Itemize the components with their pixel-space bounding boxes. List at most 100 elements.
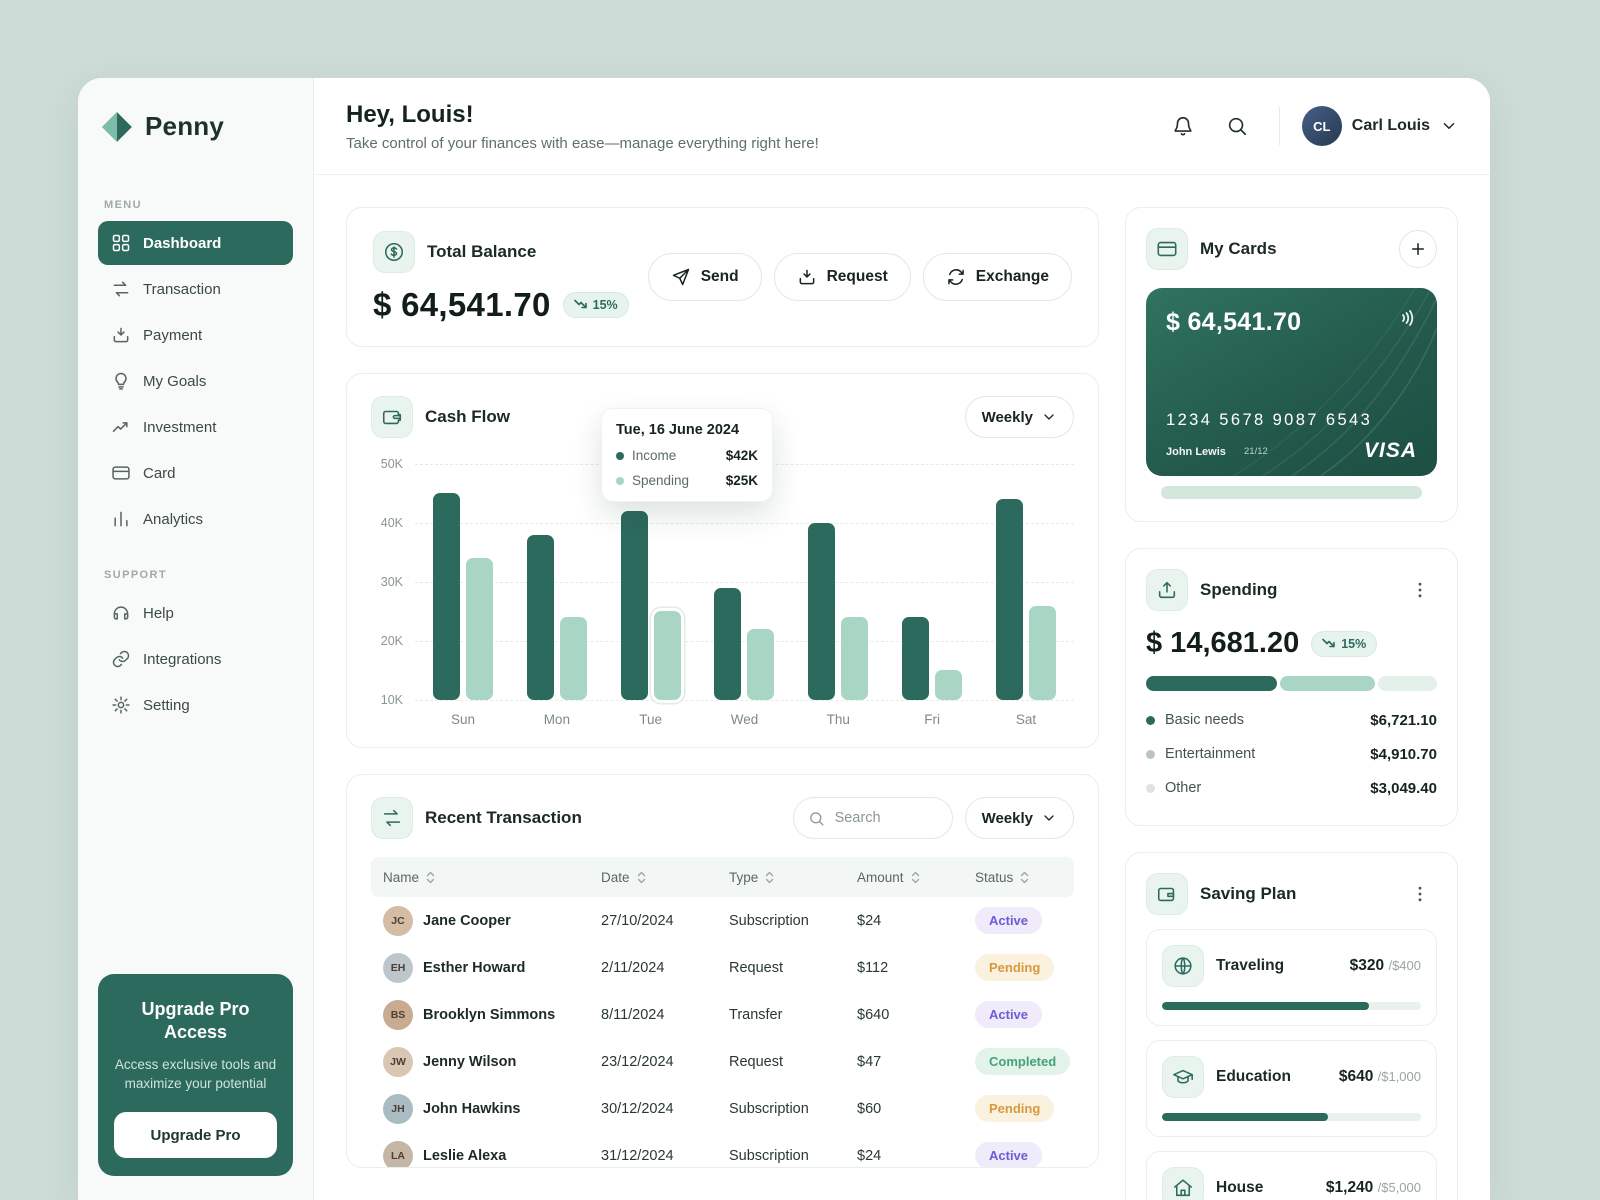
globe-icon	[1162, 945, 1204, 987]
bar-income-sat[interactable]	[995, 499, 1023, 700]
chart-tooltip: Tue, 16 June 2024 Income $42K Spending $…	[601, 408, 773, 502]
saving-plan-menu-button[interactable]	[1403, 877, 1437, 911]
bar-income-tue[interactable]	[620, 511, 648, 700]
app-title: Penny	[145, 111, 225, 141]
transaction-search[interactable]	[792, 797, 953, 839]
table-row[interactable]: JC Jane Cooper 27/10/2024 Subscription $2…	[371, 897, 1074, 944]
add-card-button[interactable]	[1399, 230, 1437, 268]
saving-plan-icon	[1146, 873, 1188, 915]
saving-item-education[interactable]: Education $640 /$1,000	[1146, 1040, 1437, 1137]
bar-income-fri[interactable]	[902, 617, 930, 700]
spending-bar-segment	[1146, 676, 1277, 691]
send-icon	[672, 268, 689, 286]
column-header-date[interactable]: Date	[601, 870, 729, 885]
column-header-type[interactable]: Type	[729, 870, 857, 885]
x-axis-label: Thu	[826, 712, 850, 727]
sidebar-item-payment[interactable]: Payment	[98, 313, 293, 357]
avatar: BS	[383, 999, 413, 1030]
bell-icon	[1174, 117, 1192, 136]
help-icon	[113, 606, 129, 620]
bar-income-sun[interactable]	[433, 493, 460, 700]
notifications-button[interactable]	[1163, 106, 1203, 146]
search-input[interactable]	[832, 809, 938, 827]
send-button[interactable]: Send	[647, 253, 762, 301]
spending-menu-button[interactable]	[1403, 573, 1437, 607]
upgrade-pro-button[interactable]: Upgrade Pro	[114, 1112, 277, 1158]
request-button[interactable]: Request	[773, 253, 911, 301]
bar-groups	[415, 464, 1074, 700]
x-axis-label: Sat	[1015, 712, 1037, 727]
table-row[interactable]: JH John Hawkins 30/12/2024 Subscription $…	[371, 1085, 1074, 1132]
contactless-icon	[1402, 310, 1414, 326]
legend-dot	[1146, 715, 1155, 725]
sidebar-item-dashboard[interactable]: Dashboard	[98, 221, 293, 265]
bar-group-thu[interactable]	[808, 464, 869, 700]
search-button[interactable]	[1217, 106, 1257, 146]
recent-transactions-card: Recent Transaction Weekly Name	[346, 774, 1099, 1168]
table-row[interactable]: BS Brooklyn Simmons 8/11/2024 Transfer $6…	[371, 991, 1074, 1038]
y-axis-tick: 20K	[380, 634, 403, 648]
trend-down-icon	[1322, 638, 1336, 648]
bar-spending-sat[interactable]	[1028, 606, 1056, 700]
column-header-name[interactable]: Name	[383, 870, 601, 885]
column-header-status[interactable]: Status	[975, 870, 1062, 885]
upgrade-description: Access exclusive tools and maximize your…	[114, 1056, 277, 1092]
bar-spending-thu[interactable]	[841, 617, 869, 700]
bar-group-wed[interactable]	[714, 464, 775, 700]
sidebar-item-my-goals[interactable]: My Goals	[98, 359, 293, 403]
card-expiry: 21/12	[1244, 446, 1268, 457]
bar-group-sun[interactable]	[433, 464, 493, 700]
transactions-period-dropdown[interactable]: Weekly	[964, 797, 1074, 839]
sidebar-item-investment[interactable]: Investment	[98, 405, 293, 449]
exchange-button[interactable]: Exchange	[922, 253, 1072, 301]
cash-flow-icon	[371, 396, 413, 438]
dashboard-body: Total Balance $ 64,541.70 15%	[314, 175, 1490, 1200]
avatar: LA	[383, 1140, 413, 1167]
credit-card[interactable]: $ 64,541.70 1234 5678 9087 6543 John Lew…	[1146, 288, 1437, 476]
sidebar-item-setting[interactable]: Setting	[98, 683, 293, 727]
sort-icon	[426, 871, 435, 883]
sidebar-item-card[interactable]: Card	[98, 451, 293, 495]
sidebar-item-label: Dashboard	[143, 234, 222, 252]
table-row[interactable]: JW Jenny Wilson 23/12/2024 Request $47 Co…	[371, 1038, 1074, 1085]
progress-track	[1162, 1113, 1421, 1121]
bar-spending-mon[interactable]	[559, 617, 587, 700]
menu-section-label: MENU	[104, 199, 142, 211]
bar-group-fri[interactable]	[902, 464, 963, 700]
bar-group-mon[interactable]	[526, 464, 587, 700]
sidebar-item-help[interactable]: Help	[98, 591, 293, 635]
balance-change-badge: 15%	[562, 291, 629, 318]
cash-flow-period-dropdown[interactable]: Weekly	[964, 396, 1074, 438]
table-row[interactable]: LA Leslie Alexa 31/12/2024 Subscription $…	[371, 1132, 1074, 1167]
legend-item: Entertainment $4,910.70	[1146, 737, 1437, 771]
card-icon	[112, 466, 130, 480]
avatar: JH	[383, 1093, 413, 1124]
sidebar-item-integrations[interactable]: Integrations	[98, 637, 293, 681]
x-axis-label: Mon	[543, 712, 570, 727]
table-row[interactable]: EH Esther Howard 2/11/2024 Request $112 P…	[371, 944, 1074, 991]
bar-group-sat[interactable]	[995, 464, 1056, 700]
bar-group-tue[interactable]	[620, 464, 681, 700]
transactions-icon	[371, 797, 413, 839]
sidebar-item-analytics[interactable]: Analytics	[98, 497, 293, 541]
stacked-card-edge[interactable]	[1160, 486, 1423, 499]
bar-spending-fri[interactable]	[935, 670, 963, 700]
bar-spending-tue[interactable]	[653, 611, 681, 700]
settings-gear-icon	[112, 696, 130, 714]
bar-spending-sun[interactable]	[466, 558, 493, 700]
saving-item-traveling[interactable]: Traveling $320 /$400	[1146, 929, 1437, 1026]
integrations-icon	[112, 650, 130, 668]
status-badge: Active	[975, 1142, 1043, 1167]
bar-spending-wed[interactable]	[747, 629, 775, 700]
bar-income-wed[interactable]	[714, 588, 742, 700]
bar-income-mon[interactable]	[526, 535, 554, 700]
column-header-amount[interactable]: Amount	[857, 870, 975, 885]
saving-item-house[interactable]: House $1,240 /$5,000	[1146, 1151, 1437, 1200]
bar-income-thu[interactable]	[808, 523, 836, 700]
sidebar-item-transaction[interactable]: Transaction	[98, 267, 293, 311]
legend-item: Basic needs $6,721.10	[1146, 703, 1437, 737]
grid-line	[415, 582, 1074, 583]
user-menu[interactable]: CL Carl Louis	[1301, 106, 1458, 146]
spending-legend: Basic needs $6,721.10 Entertainment $4,9…	[1146, 703, 1437, 805]
